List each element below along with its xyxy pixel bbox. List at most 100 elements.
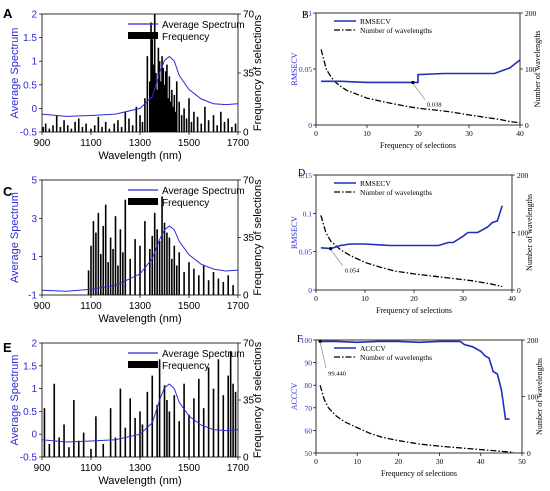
x-axis-label: Wavelength (nm) — [98, 150, 181, 162]
average-spectrum-line — [41, 383, 239, 443]
x-tick-label: 0 — [314, 294, 318, 303]
annotation-marker — [411, 80, 415, 85]
y-axis-label-right: Frequency of selections — [252, 341, 264, 458]
average-spectrum-line — [41, 55, 239, 117]
legend-spectrum-label: Average Spectrum — [162, 20, 245, 31]
x-tick-label: 10 — [363, 129, 371, 138]
panel-label: E — [3, 340, 12, 355]
y-tick-label-right: 70 — [243, 176, 255, 187]
annotation-leader — [330, 249, 343, 266]
panel-B: 0 0.05 0.1 0 100 200 0 10 20 30 40 Frequency of sel… — [290, 9, 542, 150]
series-number-of-wavelengths — [320, 49, 521, 124]
x-tick-label: 10 — [361, 294, 369, 303]
y-tick-label-left: 0 — [31, 430, 37, 441]
y-tick-label-right: 70 — [243, 10, 255, 21]
series-number-of-wavelengths — [319, 385, 514, 454]
x-axis-label: Wavelength (nm) — [98, 475, 181, 487]
legend-frequency-swatch — [128, 361, 158, 368]
y-tick-label-left: -1 — [28, 291, 37, 302]
x-tick-label: 1700 — [227, 301, 250, 312]
y-axis-label-right: Frequency of selections — [252, 14, 264, 131]
y-axis-label-left: Average Spectrum — [9, 28, 21, 119]
x-axis-label: Frequency of selections — [376, 306, 452, 315]
y-tick-label-left: 1.5 — [23, 33, 37, 44]
panel-A: -0.5 0 0.5 1 1.5 2 0 35 70 900 1100 1300 1500 1700 Wav… — [3, 6, 264, 162]
legend-wavelengths-label: Number of wavelengths — [360, 188, 432, 197]
x-tick-label: 1500 — [178, 301, 201, 312]
legend-spectrum-label: Average Spectrum — [162, 349, 245, 360]
y-axis-label-left: ACCCV — [290, 382, 299, 410]
x-tick-label: 20 — [410, 294, 418, 303]
annotation-label: 0.054 — [345, 268, 360, 275]
x-tick-label: 30 — [436, 457, 444, 466]
y-tick-label-left: 80 — [305, 381, 313, 390]
x-tick-label: 1700 — [227, 138, 250, 149]
y-axis-label-right: Frequency of selections — [252, 179, 264, 296]
y-axis-label-right: Number of wavelengths — [535, 358, 544, 435]
y-tick-label-left: 0.05 — [299, 248, 312, 257]
y-tick-label-right: 100 — [517, 229, 529, 238]
y-tick-label-right: 0 — [517, 286, 521, 295]
average-spectrum-line — [41, 225, 239, 292]
x-tick-label: 20 — [395, 457, 403, 466]
legend-frequency-label: Frequency — [162, 361, 209, 372]
y-axis-label-left: Average Spectrum — [9, 192, 21, 283]
y-tick-label-right: 0 — [243, 128, 249, 139]
series-number-of-wavelengths — [320, 215, 503, 288]
x-tick-label: 1500 — [178, 463, 201, 474]
y-tick-label-right: 35 — [243, 396, 255, 407]
y-tick-label-left: 0 — [308, 121, 312, 130]
y-axis-label-left: Average Spectrum — [9, 355, 21, 446]
y-axis-label-left: RMSECV — [290, 216, 299, 249]
annotation-label: 0.038 — [427, 101, 442, 108]
y-tick-label-right: 0 — [527, 449, 531, 458]
y-tick-label-right: 200 — [517, 171, 529, 180]
x-tick-label: 1300 — [129, 301, 152, 312]
legend-wavelengths-label: Number of wavelengths — [360, 26, 432, 35]
y-tick-label-right: 0 — [243, 453, 249, 464]
y-tick-label-left: 50 — [305, 449, 313, 458]
annotation-leader — [412, 83, 426, 100]
y-tick-label-right: 0 — [243, 291, 249, 302]
series-primary — [320, 340, 510, 420]
legend-primary-label: RMSECV — [360, 17, 391, 26]
y-tick-label-left: 60 — [305, 426, 313, 435]
legend-frequency-swatch — [128, 32, 158, 39]
annotation-marker — [318, 339, 322, 343]
y-tick-label-right: 70 — [243, 339, 255, 350]
annotation-leader — [319, 342, 327, 369]
x-tick-label: 20 — [414, 129, 422, 138]
x-axis-label: Frequency of selections — [381, 469, 457, 478]
legend-frequency-label: Frequency — [162, 198, 209, 209]
x-tick-label: 10 — [353, 457, 361, 466]
y-tick-label-right: 200 — [525, 9, 537, 18]
panel-label: D — [298, 168, 305, 179]
y-tick-label-left: -0.5 — [20, 453, 38, 464]
y-tick-label-left: 0.1 — [303, 209, 313, 218]
y-tick-label-left: 0.1 — [303, 9, 313, 18]
y-tick-label-left: 0 — [308, 286, 312, 295]
x-axis-label: Wavelength (nm) — [98, 313, 181, 325]
y-tick-label-left: 2 — [31, 339, 37, 350]
y-tick-label-right: 200 — [527, 336, 539, 345]
panel-F: 50 60 70 80 90 100 0 100 200 0 10 20 30 40 50 Frequency… — [290, 334, 544, 478]
panel-label: B — [302, 10, 309, 21]
x-tick-label: 1300 — [129, 463, 152, 474]
x-tick-label: 0 — [314, 457, 318, 466]
legend-frequency-swatch — [128, 198, 158, 205]
x-tick-label: 30 — [465, 129, 473, 138]
x-tick-label: 1300 — [129, 138, 152, 149]
panel-label: A — [3, 6, 13, 21]
legend-primary-label: ACCCV — [360, 344, 386, 353]
y-tick-label-left: 1 — [31, 252, 37, 263]
y-tick-label-left: 0 — [31, 104, 37, 115]
annotation-marker — [329, 247, 333, 251]
y-tick-label-left: 5 — [31, 176, 37, 187]
y-axis-label-right: Number of wavelengths — [533, 31, 542, 108]
y-tick-label-left: 0.05 — [299, 65, 312, 74]
y-tick-label-right: 35 — [243, 233, 255, 244]
x-tick-label: 900 — [34, 463, 51, 474]
y-tick-label-left: 1 — [31, 384, 37, 395]
y-tick-label-left: 1.5 — [23, 361, 37, 372]
